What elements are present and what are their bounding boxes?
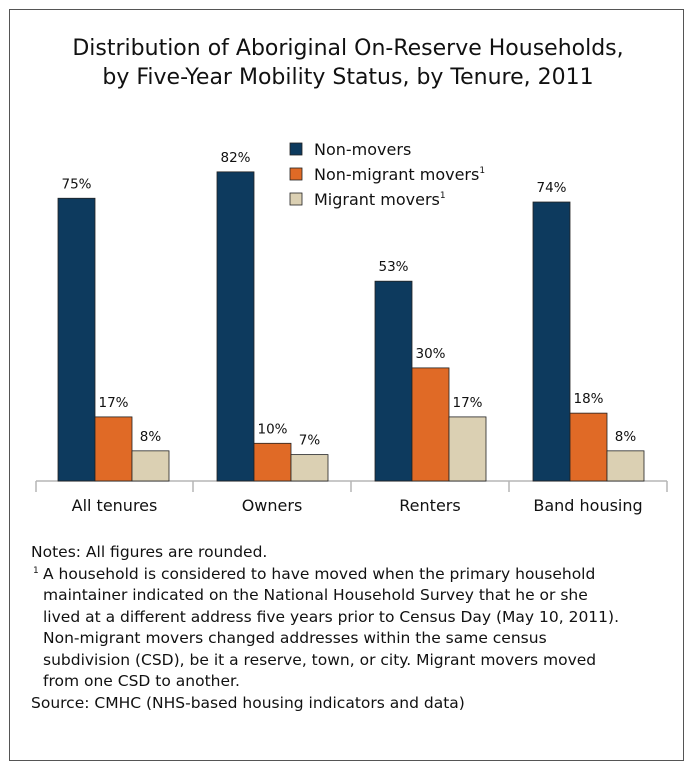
bar-non-movers: [532, 201, 571, 482]
bar-value-label: 74%: [536, 180, 566, 196]
footnote-line: maintainer indicated on the National Hou…: [43, 586, 588, 604]
footnote-1: 1 A household is considered to have move…: [31, 564, 671, 693]
bar-value-label: 53%: [378, 259, 408, 275]
bar-non-movers: [374, 280, 413, 482]
footnote-line: subdivision (CSD), be it a reserve, town…: [43, 650, 597, 669]
footnote-line: Non-migrant movers changed addresses wit…: [43, 629, 547, 647]
bar-migrant-movers: [448, 416, 487, 482]
bar-non-migrant-movers: [569, 412, 608, 482]
bar-migrant-movers: [606, 450, 645, 482]
x-tick-label: Renters: [399, 496, 460, 515]
bar-value-label: 75%: [61, 176, 91, 192]
notes-rounded: Notes: All figures are rounded.: [31, 543, 268, 561]
x-tick-label: Band housing: [533, 496, 642, 515]
chart-title-line-1: Distribution of Aboriginal On-Reserve Ho…: [72, 36, 624, 61]
footnote-line: from one CSD to another.: [43, 672, 240, 690]
bar-value-label: 17%: [98, 395, 128, 411]
source-note: Source: CMHC (NHS-based housing indicato…: [31, 693, 465, 712]
legend-swatch: [289, 142, 303, 156]
bar-migrant-movers: [131, 450, 170, 482]
legend-footnote-marker: 1: [479, 166, 485, 176]
notes-section: Notes: All figures are rounded. 1 A hous…: [31, 542, 671, 714]
legend-swatch: [289, 192, 303, 206]
x-tick-label: Owners: [242, 496, 303, 515]
bar-value-label: 8%: [615, 429, 637, 445]
chart-title-line-2: by Five-Year Mobility Status, by Tenure,…: [102, 65, 594, 90]
legend-swatch: [289, 167, 303, 181]
bar-non-movers: [216, 171, 255, 482]
legend-label: Migrant movers1: [314, 190, 446, 209]
bar-value-label: 17%: [452, 395, 482, 411]
footnote-marker: 1: [33, 565, 39, 576]
bar-value-label: 10%: [257, 421, 287, 437]
chart-frame: [9, 9, 684, 761]
x-tick-label: All tenures: [72, 496, 158, 515]
bar-non-movers: [57, 197, 96, 482]
legend-footnote-marker: 1: [440, 191, 446, 201]
bar-value-label: 7%: [299, 433, 321, 449]
bar-value-label: 8%: [140, 429, 162, 445]
bar-value-label: 18%: [573, 391, 603, 407]
legend-label: Non-movers: [314, 140, 411, 159]
chart-title: Distribution of Aboriginal On-Reserve Ho…: [0, 34, 696, 92]
bar-value-label: 82%: [220, 150, 250, 166]
legend-label: Non-migrant movers1: [314, 165, 485, 184]
footnote-line: lived at a different address five years …: [43, 607, 619, 626]
bar-non-migrant-movers: [94, 416, 133, 482]
bar-migrant-movers: [290, 454, 329, 482]
bar-non-migrant-movers: [253, 442, 292, 482]
footnote-line: A household is considered to have moved …: [43, 564, 596, 583]
bar-non-migrant-movers: [411, 367, 450, 482]
bar-value-label: 30%: [415, 346, 445, 362]
